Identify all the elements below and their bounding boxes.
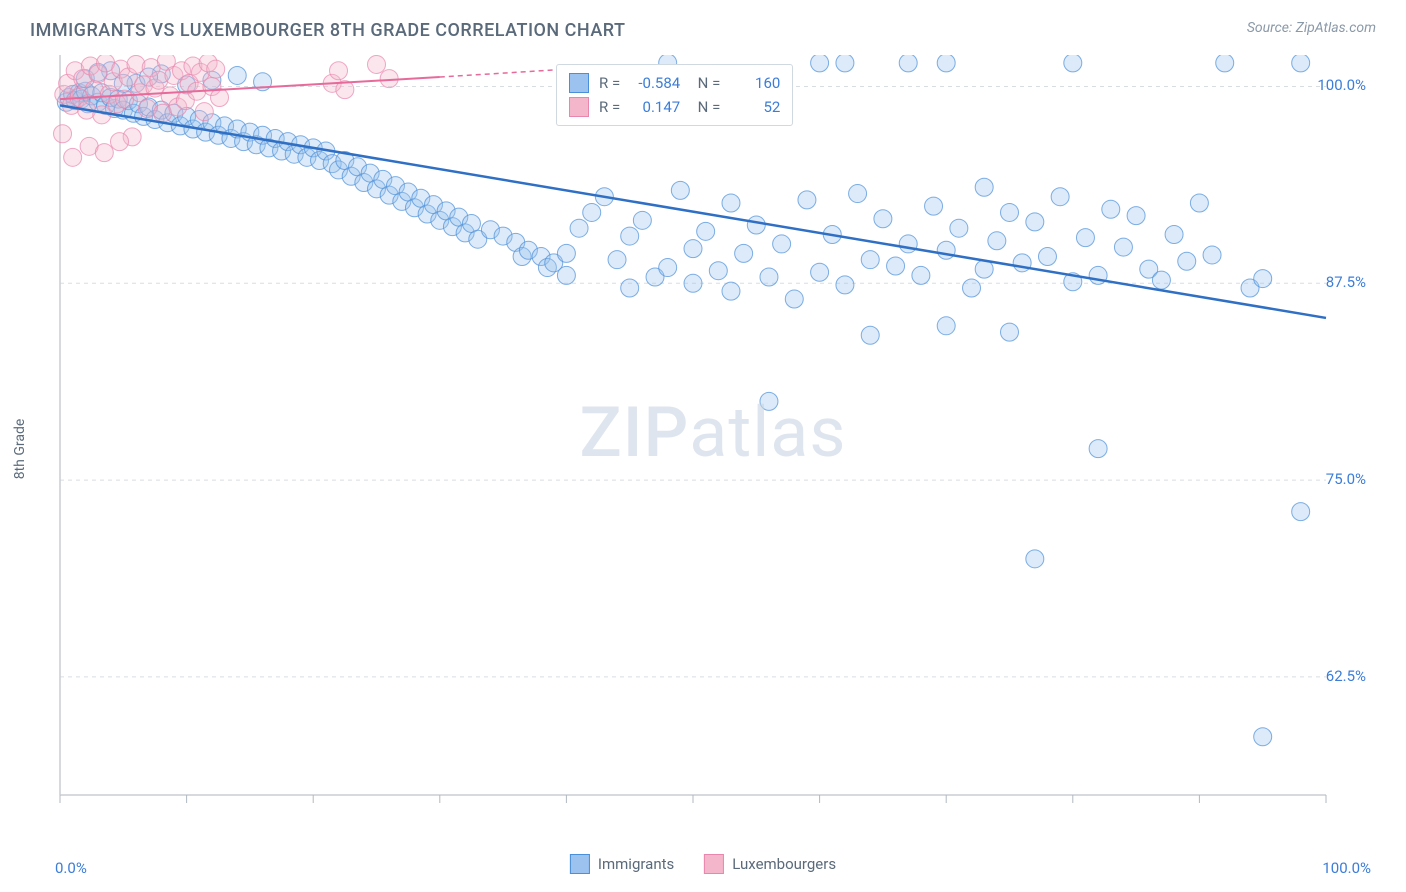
r-value-immigrants: -0.584 <box>630 74 680 92</box>
r-label: R = <box>599 74 620 92</box>
swatch-luxembourgers <box>569 97 589 117</box>
r-value-luxembourgers: 0.147 <box>630 98 680 116</box>
source-attribution: Source: ZipAtlas.com <box>1247 20 1376 36</box>
swatch-immigrants <box>570 854 590 874</box>
swatch-luxembourgers <box>704 854 724 874</box>
n-label: N = <box>690 74 720 92</box>
scatter-chart <box>50 55 1376 842</box>
y-tick-label: 100.0% <box>1317 76 1366 94</box>
swatch-immigrants <box>569 73 589 93</box>
legend-item-luxembourgers: Luxembourgers <box>704 854 836 874</box>
chart-title: IMMIGRANTS VS LUXEMBOURGER 8TH GRADE COR… <box>30 20 626 41</box>
n-label: N = <box>690 98 720 116</box>
x-axis-min-label: 0.0% <box>55 859 87 877</box>
y-axis-label: 8th Grade <box>12 418 28 479</box>
legend-label-luxembourgers: Luxembourgers <box>732 855 836 873</box>
y-tick-label: 75.0% <box>1326 470 1366 488</box>
r-label: R = <box>599 98 620 116</box>
n-value-luxembourgers: 52 <box>730 98 780 116</box>
legend-row-immigrants: R = -0.584 N = 160 <box>569 71 780 95</box>
y-tick-label: 87.5% <box>1326 273 1366 291</box>
legend-label-immigrants: Immigrants <box>598 855 674 873</box>
y-tick-label: 62.5% <box>1326 667 1366 685</box>
n-value-immigrants: 160 <box>730 74 780 92</box>
bottom-legend: Immigrants Luxembourgers <box>570 854 836 874</box>
legend-item-immigrants: Immigrants <box>570 854 674 874</box>
x-axis-max-label: 100.0% <box>1322 859 1371 877</box>
correlation-legend: R = -0.584 N = 160 R = 0.147 N = 52 <box>556 64 793 126</box>
legend-row-luxembourgers: R = 0.147 N = 52 <box>569 95 780 119</box>
chart-container: 8th Grade ZIPatlas <box>50 55 1376 842</box>
